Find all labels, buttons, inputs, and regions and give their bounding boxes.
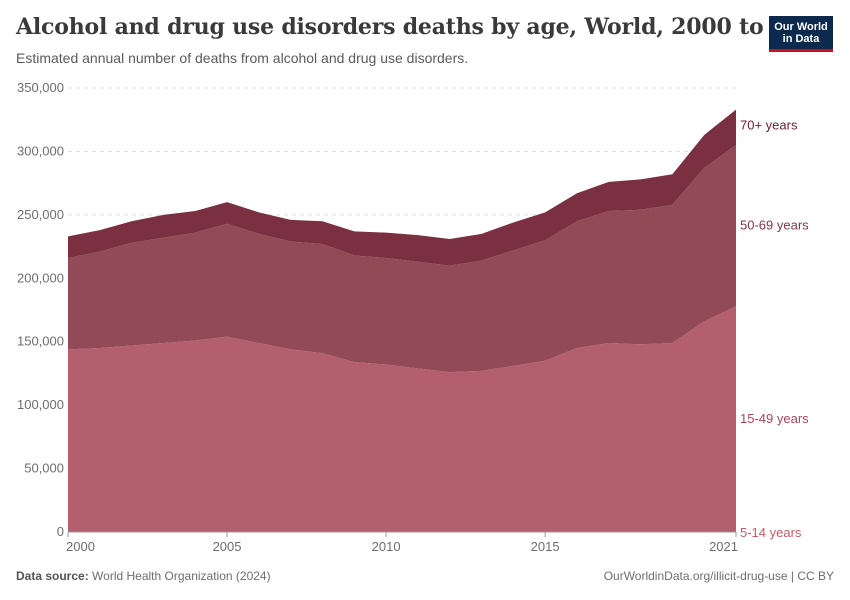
data-source: Data source: World Health Organization (… bbox=[16, 569, 271, 583]
y-tick-label: 350,000 bbox=[17, 80, 64, 95]
chart-title: Alcohol and drug use disorders deaths by… bbox=[16, 14, 832, 40]
series-area-50-69[interactable] bbox=[68, 145, 736, 373]
y-tick-label: 300,000 bbox=[17, 143, 64, 158]
y-tick-label: 150,000 bbox=[17, 334, 64, 349]
y-tick-label: 200,000 bbox=[17, 270, 64, 285]
axes: 2000 2005 2010 2015 2021 bbox=[66, 531, 738, 554]
label-50-69: 50-69 years bbox=[740, 218, 809, 233]
label-70plus: 70+ years bbox=[740, 118, 798, 133]
x-tick-label: 2010 bbox=[372, 539, 401, 554]
x-tick-label: 2015 bbox=[531, 539, 560, 554]
label-5-14: 5-14 years bbox=[740, 525, 802, 540]
source-link[interactable]: OurWorldinData.org/illicit-drug-use | CC… bbox=[603, 569, 834, 583]
series-labels: 5-14 years 15-49 years 50-69 years 70+ year… bbox=[740, 118, 809, 540]
gridlines: 0 50,000 100,000 150,000 200,000 250,000 300,0… bbox=[17, 80, 736, 539]
chart-subtitle: Estimated annual number of deaths from a… bbox=[16, 50, 469, 66]
owid-logo[interactable]: Our World in Data bbox=[769, 16, 833, 52]
x-tick-label: 2005 bbox=[213, 539, 242, 554]
y-tick-label: 100,000 bbox=[17, 397, 64, 412]
y-tick-label: 50,000 bbox=[24, 461, 64, 476]
y-tick-label: 250,000 bbox=[17, 207, 64, 222]
label-15-49: 15-49 years bbox=[740, 411, 809, 426]
x-tick-label: 2021 bbox=[709, 539, 738, 554]
data-source-text[interactable]: World Health Organization (2024) bbox=[92, 569, 271, 583]
logo-line-1: Our World bbox=[774, 21, 828, 33]
logo-line-2: in Data bbox=[782, 33, 820, 45]
y-tick-label: 0 bbox=[57, 524, 64, 539]
data-source-label: Data source: bbox=[16, 569, 89, 583]
x-tick-label: 2000 bbox=[66, 539, 95, 554]
series-area-70plus[interactable] bbox=[68, 109, 736, 266]
area-series bbox=[68, 109, 736, 532]
series-area-15-49[interactable] bbox=[68, 306, 736, 532]
